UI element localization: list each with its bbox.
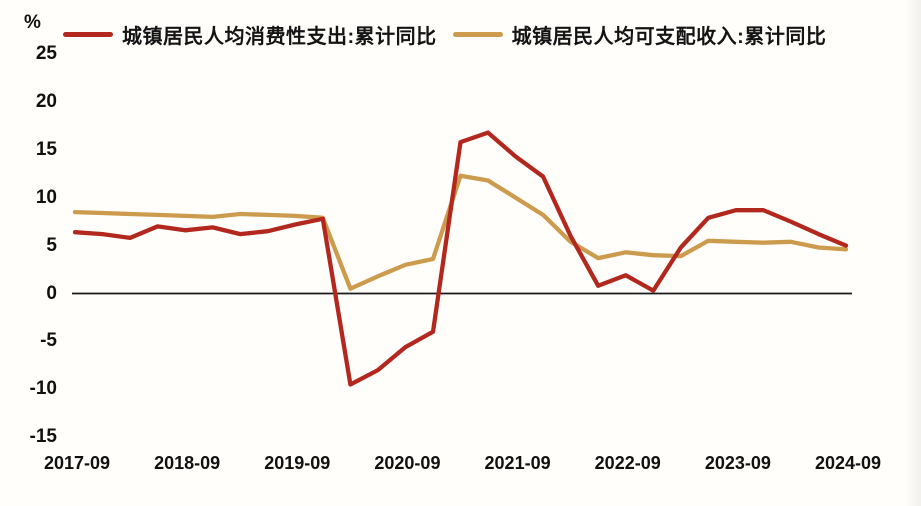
y-tick-label: -10 bbox=[29, 378, 57, 400]
y-tick-label: 20 bbox=[35, 90, 57, 112]
legend: 城镇居民人均消费性支出:累计同比 城镇居民人均可支配收入:累计同比 bbox=[63, 20, 842, 49]
legend-label: 城镇居民人均可支配收入:累计同比 bbox=[511, 26, 827, 48]
y-tick-label: 25 bbox=[35, 43, 57, 64]
y-tick-label: 15 bbox=[35, 138, 57, 160]
y-tick-label: 5 bbox=[46, 234, 57, 256]
legend-swatch-icon bbox=[63, 32, 113, 37]
series-line-1 bbox=[72, 173, 849, 291]
legend-swatch-icon bbox=[452, 32, 503, 37]
legend-item-1: 城镇居民人均可支配收入:累计同比 bbox=[452, 20, 827, 49]
y-tick-label: -15 bbox=[29, 426, 57, 448]
y-tick-label: -5 bbox=[40, 330, 57, 352]
series-line-0 bbox=[72, 130, 849, 387]
legend-label: 城镇居民人均消费性支出:累计同比 bbox=[122, 26, 437, 48]
y-tick-label: 0 bbox=[46, 282, 57, 304]
y-tick-label: 10 bbox=[35, 186, 57, 208]
legend-item-0: 城镇居民人均消费性支出:累计同比 bbox=[63, 20, 437, 49]
y-axis-unit-label: % bbox=[24, 12, 41, 33]
y-axis: 25 20 15 10 5 0 -5 -10 -15 bbox=[0, 0, 57, 506]
